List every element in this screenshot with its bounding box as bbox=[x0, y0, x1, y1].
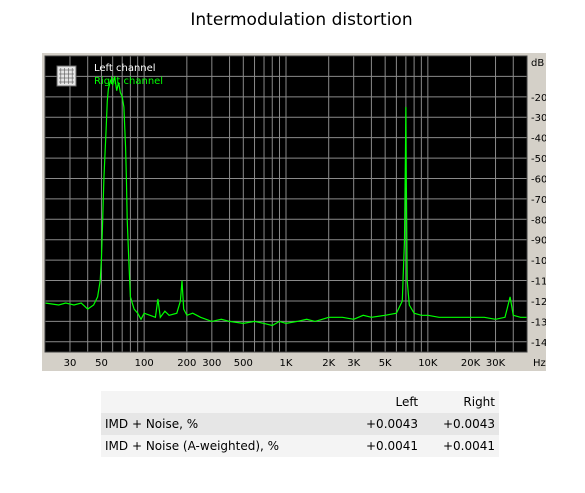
result-left-value: +0.0041 bbox=[366, 439, 419, 453]
x-tick-label: 5K bbox=[379, 358, 392, 369]
y-tick-label: -90 bbox=[531, 236, 546, 247]
result-left-value: +0.0043 bbox=[366, 417, 419, 431]
table-row: IMD + Noise, % +0.0043 +0.0043 bbox=[101, 413, 499, 435]
legend-entry: Left channel bbox=[94, 63, 156, 74]
x-tick-label: 30K bbox=[486, 358, 506, 369]
y-tick-label: -20 bbox=[531, 93, 546, 104]
results-header-row: Left Right bbox=[101, 391, 499, 413]
legend-grid-icon bbox=[56, 65, 77, 87]
x-unit-label: Hz bbox=[533, 358, 546, 369]
x-tick-label: 2K bbox=[322, 358, 335, 369]
y-tick-label: -60 bbox=[531, 174, 546, 185]
plot-border bbox=[44, 55, 528, 353]
x-tick-label: 20K bbox=[461, 358, 481, 369]
table-row: IMD + Noise (A-weighted), % +0.0041 +0.0… bbox=[101, 435, 499, 457]
y-tick-label: -120 bbox=[531, 297, 546, 308]
x-tick-label: 30 bbox=[64, 358, 77, 369]
results-header-left: Left bbox=[395, 395, 419, 409]
results-header-right: Right bbox=[463, 395, 495, 409]
x-tick-label: 100 bbox=[135, 358, 154, 369]
y-tick-label: -70 bbox=[531, 195, 546, 206]
y-unit-label: dB bbox=[531, 58, 544, 69]
x-tick-label: 300 bbox=[202, 358, 221, 369]
x-tick-label: 200 bbox=[177, 358, 196, 369]
x-tick-label: 10K bbox=[418, 358, 438, 369]
y-tick-label: -80 bbox=[531, 215, 546, 226]
x-tick-label: 1K bbox=[280, 358, 293, 369]
x-tick-label: 50 bbox=[95, 358, 108, 369]
y-tick-label: -140 bbox=[531, 338, 546, 349]
result-label: IMD + Noise, % bbox=[105, 417, 199, 431]
result-right-value: +0.0043 bbox=[442, 417, 495, 431]
x-tick-label: 500 bbox=[234, 358, 253, 369]
series-line-right-channel bbox=[44, 76, 527, 327]
spectrum-plot: -20 -30 -40 -50 -60 -70 -80 -90 -100 -110 -120 -130… bbox=[42, 53, 546, 371]
y-tick-label: -100 bbox=[531, 256, 546, 267]
legend-entry: Right channel bbox=[94, 76, 163, 87]
y-tick-label: -110 bbox=[531, 277, 546, 288]
x-tick-label: 3K bbox=[347, 358, 360, 369]
results-table: Left Right IMD + Noise, % +0.0043 +0.004… bbox=[101, 391, 499, 457]
y-tick-label: -50 bbox=[531, 154, 546, 165]
result-right-value: +0.0041 bbox=[442, 439, 495, 453]
y-tick-label: -40 bbox=[531, 134, 546, 145]
results-header-label bbox=[101, 391, 345, 413]
y-tick-label: -130 bbox=[531, 317, 546, 328]
chart-title: Intermodulation distortion bbox=[190, 10, 413, 30]
y-tick-label: -30 bbox=[531, 113, 546, 124]
result-label: IMD + Noise (A-weighted), % bbox=[105, 439, 280, 453]
